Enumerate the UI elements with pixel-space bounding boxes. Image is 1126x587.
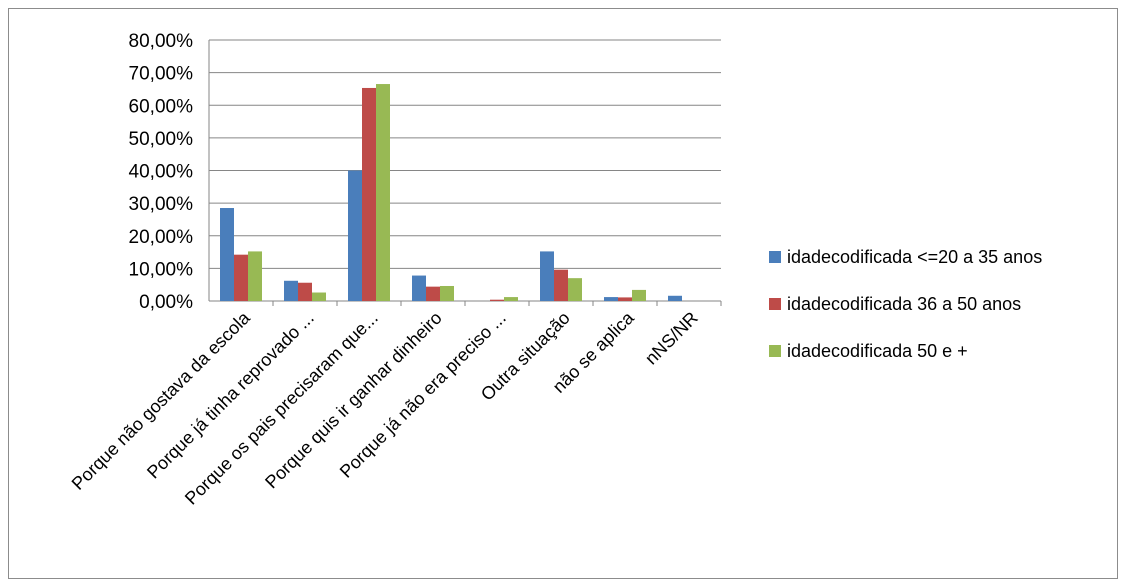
bar [234,254,248,301]
bar [248,251,262,301]
bars [220,84,682,302]
x-category-label: nNS/NR [641,308,702,369]
legend-swatch [769,298,781,310]
y-tick-label: 0,00% [139,292,193,313]
legend-label: idadecodificada 36 a 50 anos [787,294,1021,314]
bar [490,299,504,301]
legend: idadecodificada <=20 a 35 anos idadecodif… [769,247,1042,361]
legend-swatch [769,345,781,357]
y-tick-label: 70,00% [129,64,194,85]
y-tick-label: 60,00% [129,96,194,117]
y-tick-label: 10,00% [129,259,194,280]
y-axis-tick-labels: 0,00% 10,00% 20,00% 30,00% 40,00% 50,00% 60,00… [129,31,194,313]
bar-chart: 0,00% 10,00% 20,00% 30,00% 40,00% 50,00% 60,00… [68,31,1042,509]
bar [668,295,682,301]
bar [220,208,234,301]
bar [362,87,376,302]
y-tick-label: 30,00% [129,194,194,215]
bar [618,297,632,301]
chart-area: 0,00% 10,00% 20,00% 30,00% 40,00% 50,00% 60,00… [8,8,1118,579]
legend-swatch [769,251,781,263]
bar [348,170,362,301]
bar [604,297,618,301]
gridlines [209,39,721,269]
axes [208,40,722,306]
bar [504,297,518,301]
bar [426,286,440,301]
legend-label: idadecodificada <=20 a 35 anos [787,247,1042,267]
bar [440,285,454,301]
bar [540,251,554,301]
bar [554,269,568,301]
y-tick-label: 40,00% [129,162,194,183]
legend-label: idadecodificada 50 e + [787,341,968,361]
bar [312,292,326,301]
bar [376,84,390,301]
bar [412,275,426,301]
bar [284,280,298,301]
bar [298,282,312,301]
y-tick-label: 20,00% [129,227,194,248]
y-tick-label: 80,00% [129,31,194,52]
y-tick-label: 50,00% [129,129,194,150]
bar [568,278,582,301]
bar [632,289,646,301]
